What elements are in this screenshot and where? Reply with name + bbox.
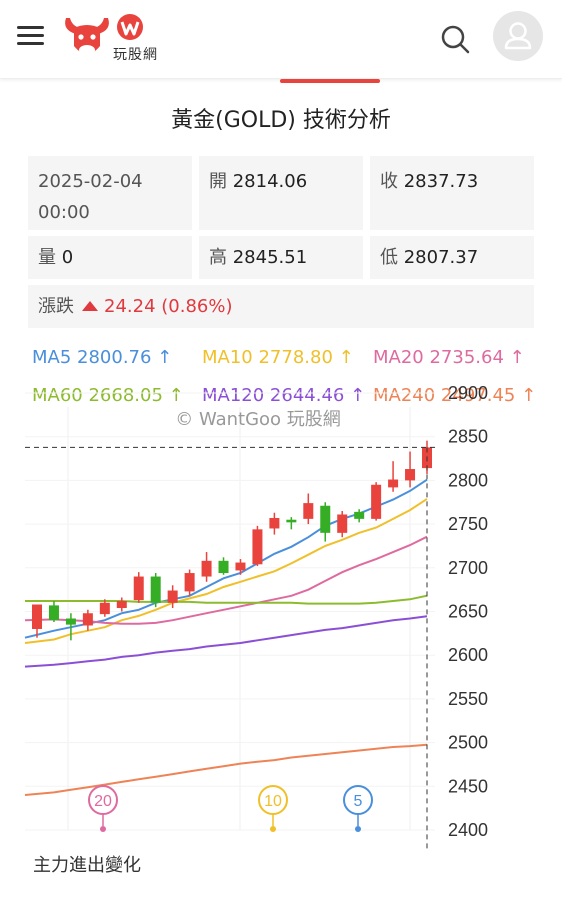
open-cell: 開 2814.06 <box>199 156 363 230</box>
change-cell: 漲跌 24.24 (0.86%) <box>28 285 534 328</box>
open-value: 2814.06 <box>232 171 308 192</box>
candle-body <box>371 484 382 519</box>
marker-dot <box>100 826 106 832</box>
ma-period-marker-label: 10 <box>264 793 282 810</box>
ma-period-marker <box>88 785 118 815</box>
y-tick-label: 2400 <box>448 820 488 840</box>
candle-body <box>32 604 42 629</box>
candle-body <box>405 469 416 481</box>
watermark: © WantGoo 玩股網 <box>175 409 341 430</box>
close-value: 2837.73 <box>403 171 479 192</box>
close-label: 收 <box>380 171 398 192</box>
candle-body <box>235 562 246 571</box>
marker-dot <box>355 826 361 832</box>
candle-body <box>65 618 76 625</box>
candle-body <box>252 529 263 565</box>
bull-logo-icon <box>65 14 143 55</box>
ma-period-marker-label: 5 <box>354 793 363 810</box>
page-title: 黃金(GOLD) 技術分析 <box>171 108 391 133</box>
candle-body <box>218 560 229 574</box>
ma10-legend: MA10 2778.80 ↑ <box>202 347 354 368</box>
change-label: 漲跌 <box>38 296 74 317</box>
ma120-legend: MA120 2644.46 ↑ <box>202 385 366 406</box>
candle-body <box>150 576 161 603</box>
volume-label: 量 <box>38 247 56 268</box>
marker-dot <box>270 826 276 832</box>
volume-cell: 量 0 <box>28 236 192 279</box>
candle-body <box>269 517 280 529</box>
open-label: 開 <box>209 171 227 192</box>
high-value: 2845.51 <box>232 247 308 268</box>
quote-time: 00:00 <box>38 202 90 223</box>
volume-value: 0 <box>61 247 74 268</box>
candle-body <box>167 590 178 603</box>
ma20-legend: MA20 2735.64 ↑ <box>373 347 525 368</box>
ma5-legend: MA5 2800.76 ↑ <box>32 347 173 368</box>
ma60-line <box>25 594 428 605</box>
candle-body <box>116 601 127 609</box>
low-label: 低 <box>380 247 398 268</box>
close-cell: 收 2837.73 <box>370 156 534 230</box>
candle-body <box>286 519 297 523</box>
candle-body <box>48 605 59 621</box>
search-icon[interactable] <box>438 22 472 56</box>
wantgoo-logo[interactable] <box>60 10 170 65</box>
ma20-line <box>24 535 428 625</box>
up-arrow-icon <box>82 300 98 311</box>
quote-date: 2025-02-04 <box>38 171 143 192</box>
logo-text: 玩股網 <box>113 47 158 63</box>
user-icon <box>504 22 532 50</box>
ma240-line <box>24 743 428 796</box>
y-tick-label: 2500 <box>448 733 488 753</box>
y-tick-label: 2900 <box>448 383 488 403</box>
ma10-line <box>24 498 428 644</box>
ma-period-marker <box>343 785 373 815</box>
y-tick-label: 2700 <box>448 558 488 578</box>
ma240-legend: MA240 2497.45 ↑ <box>373 385 537 406</box>
low-value: 2807.37 <box>403 247 479 268</box>
date-cell: 2025-02-04 00:00 <box>28 156 192 230</box>
high-cell: 高 2845.51 <box>199 236 363 279</box>
top-bar: 玩股網 <box>0 0 562 79</box>
y-tick-label: 2600 <box>448 645 488 665</box>
candle-body <box>82 613 93 626</box>
y-tick-label: 2650 <box>448 602 488 622</box>
high-label: 高 <box>209 247 227 268</box>
candle-body <box>133 576 144 601</box>
active-tab-indicator <box>280 79 380 83</box>
ma-period-marker <box>258 785 288 815</box>
ma-period-marker-label: 20 <box>94 793 112 810</box>
candle-body <box>201 560 212 577</box>
candle-body <box>99 602 110 615</box>
ma60-legend: MA60 2668.05 ↑ <box>32 385 184 406</box>
candle-body <box>388 479 399 488</box>
candle-body <box>337 514 348 533</box>
candle-body <box>354 511 365 519</box>
y-tick-label: 2800 <box>448 470 488 490</box>
y-tick-label: 2750 <box>448 514 488 534</box>
candle-body <box>184 573 195 592</box>
section-label: 主力進出變化 <box>33 855 141 876</box>
ma120-line <box>24 615 428 668</box>
y-tick-label: 2550 <box>448 689 488 709</box>
change-value: 24.24 (0.86%) <box>104 296 233 317</box>
low-cell: 低 2807.37 <box>370 236 534 279</box>
candlestick-chart[interactable]: 2900 2850 2800 2750 2700 2650 2600 2550 2500 2450… <box>0 380 562 850</box>
y-tick-label: 2850 <box>448 427 488 447</box>
candle-body <box>303 503 314 519</box>
user-avatar[interactable] <box>493 11 543 61</box>
y-tick-label: 2450 <box>448 776 488 796</box>
candle-body <box>320 505 331 533</box>
menu-icon[interactable] <box>17 24 45 48</box>
